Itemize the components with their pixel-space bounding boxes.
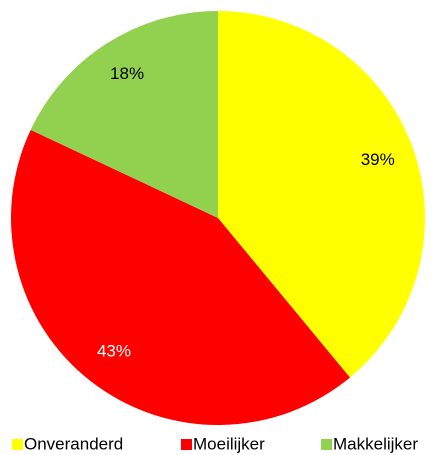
legend-swatch	[321, 439, 332, 450]
legend-label: Onveranderd	[24, 434, 123, 453]
data-label: 39%	[361, 150, 395, 169]
legend-swatch	[12, 439, 23, 450]
legend-label: Moeilijker	[193, 434, 265, 453]
data-label: 18%	[110, 64, 144, 83]
pie-slice	[30, 11, 218, 218]
pie-slice	[11, 129, 350, 425]
pie-slice	[218, 11, 425, 378]
legend-label: Makkelijker	[333, 434, 418, 453]
legend-swatch	[181, 439, 192, 450]
data-label: 43%	[97, 342, 131, 361]
